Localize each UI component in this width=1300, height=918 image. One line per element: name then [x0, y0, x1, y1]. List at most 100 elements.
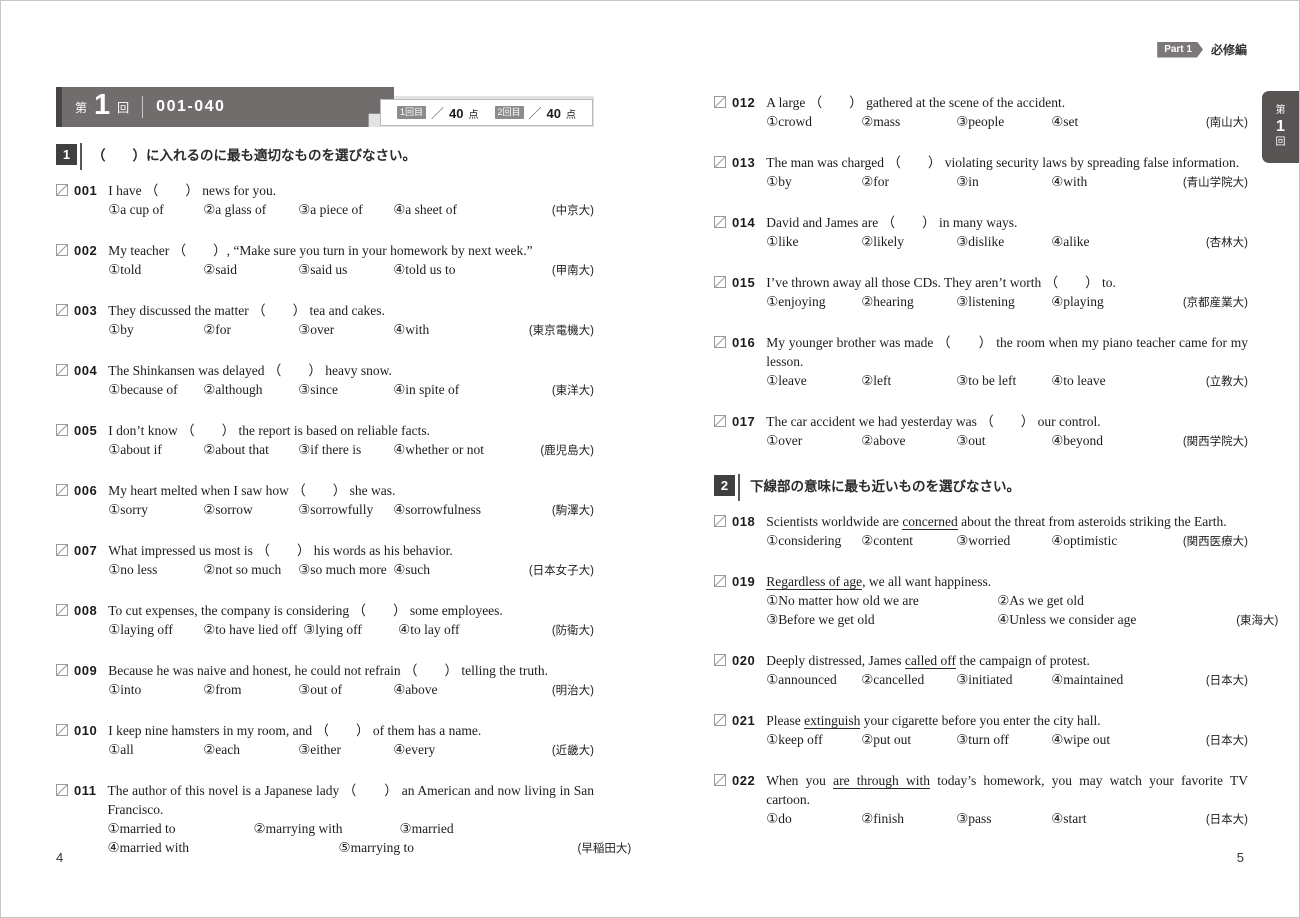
choice-option[interactable]: ②from [203, 682, 242, 697]
choice-option[interactable]: ③people [956, 114, 1005, 129]
choice-option[interactable]: ①crowd [766, 114, 813, 129]
choice-option[interactable]: ①about if [108, 442, 162, 457]
choice-option[interactable]: ②content [861, 533, 914, 548]
answer-checkbox-icon[interactable] [56, 784, 68, 796]
choice-option[interactable]: ④told us to [393, 262, 456, 277]
choice-option[interactable]: ③sorrowfully [298, 502, 374, 517]
choice-option[interactable]: ③over [298, 322, 335, 337]
choice-option[interactable]: ④to leave [1051, 373, 1106, 388]
choice-option[interactable]: ①keep off [766, 732, 823, 747]
choice-option[interactable]: ④in spite of [393, 382, 460, 397]
answer-checkbox-icon[interactable] [56, 724, 68, 736]
choice-option[interactable]: ②finish [861, 811, 905, 826]
answer-checkbox-icon[interactable] [714, 415, 726, 427]
choice-option[interactable]: ②marrying with [253, 821, 343, 836]
choice-option[interactable]: ②for [203, 322, 232, 337]
choice-option[interactable]: ④start [1051, 811, 1087, 826]
answer-checkbox-icon[interactable] [56, 424, 68, 436]
choice-option[interactable]: ④a sheet of [393, 202, 458, 217]
choice-option[interactable]: ②each [203, 742, 241, 757]
choice-option[interactable]: ③worried [956, 533, 1011, 548]
choice-option[interactable]: ③turn off [956, 732, 1009, 747]
answer-checkbox-icon[interactable] [56, 664, 68, 676]
choice-option[interactable]: ①leave [766, 373, 807, 388]
choice-option[interactable]: ②hearing [861, 294, 914, 309]
answer-checkbox-icon[interactable] [56, 544, 68, 556]
choice-option[interactable]: ②a glass of [203, 202, 267, 217]
choice-option[interactable]: ①no less [108, 562, 158, 577]
choice-option[interactable]: ③in [956, 174, 979, 189]
choice-option[interactable]: ④every [393, 742, 436, 757]
answer-checkbox-icon[interactable] [56, 484, 68, 496]
choice-option[interactable]: ③initiated [956, 672, 1013, 687]
choice-option[interactable]: ④sorrowfulness [393, 502, 482, 517]
choice-option[interactable]: ④wipe out [1051, 732, 1111, 747]
choice-option[interactable]: ①do [766, 811, 792, 826]
choice-option[interactable]: ③either [298, 742, 342, 757]
choice-option[interactable]: ②put out [861, 732, 912, 747]
answer-checkbox-icon[interactable] [56, 244, 68, 256]
choice-option[interactable]: ①No matter how old we are [766, 593, 919, 608]
answer-checkbox-icon[interactable] [714, 515, 726, 527]
choice-option[interactable]: ③out [956, 433, 986, 448]
choice-option[interactable]: ②for [861, 174, 890, 189]
choice-option[interactable]: ④beyond [1051, 433, 1104, 448]
choice-option[interactable]: ①like [766, 234, 799, 249]
answer-checkbox-icon[interactable] [56, 304, 68, 316]
choice-option[interactable]: ②cancelled [861, 672, 925, 687]
choice-option[interactable]: ①all [108, 742, 134, 757]
choice-option[interactable]: ③a piece of [298, 202, 363, 217]
choice-option[interactable]: ④married with [107, 840, 189, 855]
choice-option[interactable]: ④optimistic [1051, 533, 1118, 548]
choice-option[interactable]: ①enjoying [766, 294, 826, 309]
choice-option[interactable]: ③pass [956, 811, 992, 826]
choice-option[interactable]: ①over [766, 433, 803, 448]
choice-option[interactable]: ④to lay off [398, 622, 460, 637]
choice-option[interactable]: ①a cup of [108, 202, 164, 217]
choice-option[interactable]: ④with [1051, 174, 1088, 189]
answer-checkbox-icon[interactable] [714, 216, 726, 228]
choice-option[interactable]: ①considering [766, 533, 842, 548]
choice-option[interactable]: ①by [108, 322, 134, 337]
choice-option[interactable]: ②about that [203, 442, 269, 457]
choice-option[interactable]: ②mass [861, 114, 901, 129]
choice-option[interactable]: ②above [861, 433, 906, 448]
answer-checkbox-icon[interactable] [714, 96, 726, 108]
choice-option[interactable]: ③so much more [298, 562, 387, 577]
choice-option[interactable]: ①by [766, 174, 792, 189]
answer-checkbox-icon[interactable] [714, 774, 726, 786]
choice-option[interactable]: ④playing [1051, 294, 1104, 309]
choice-option[interactable]: ①into [108, 682, 142, 697]
choice-option[interactable]: ④set [1051, 114, 1079, 129]
answer-checkbox-icon[interactable] [714, 276, 726, 288]
choice-option[interactable]: ④above [393, 682, 438, 697]
choice-option[interactable]: ③to be left [956, 373, 1017, 388]
choice-option[interactable]: ②to have lied off [203, 622, 298, 637]
choice-option[interactable]: ③Before we get old [766, 612, 875, 627]
choice-option[interactable]: ④Unless we consider age [997, 612, 1137, 627]
side-tab-round-1[interactable]: 第 1 回 [1262, 91, 1299, 163]
choice-option[interactable]: ②although [203, 382, 263, 397]
answer-checkbox-icon[interactable] [56, 604, 68, 616]
choice-option[interactable]: ④whether or not [393, 442, 485, 457]
choice-option[interactable]: ①sorry [108, 502, 149, 517]
choice-option[interactable]: ②not so much [203, 562, 282, 577]
choice-option[interactable]: ②As we get old [997, 593, 1084, 608]
choice-option[interactable]: ②sorrow [203, 502, 253, 517]
choice-option[interactable]: ③dislike [956, 234, 1005, 249]
choice-option[interactable]: ①because of [108, 382, 178, 397]
choice-option[interactable]: ③out of [298, 682, 343, 697]
choice-option[interactable]: ③said us [298, 262, 348, 277]
choice-option[interactable]: ④alike [1051, 234, 1090, 249]
choice-option[interactable]: ③listening [956, 294, 1015, 309]
choice-option[interactable]: ⑤marrying to [338, 840, 414, 855]
choice-option[interactable]: ①married to [107, 821, 176, 836]
choice-option[interactable]: ④with [393, 322, 430, 337]
choice-option[interactable]: ④such [393, 562, 431, 577]
choice-option[interactable]: ④maintained [1051, 672, 1124, 687]
choice-option[interactable]: ②likely [861, 234, 905, 249]
choice-option[interactable]: ②left [861, 373, 892, 388]
answer-checkbox-icon[interactable] [714, 654, 726, 666]
choice-option[interactable]: ①told [108, 262, 142, 277]
choice-option[interactable]: ③if there is [298, 442, 362, 457]
